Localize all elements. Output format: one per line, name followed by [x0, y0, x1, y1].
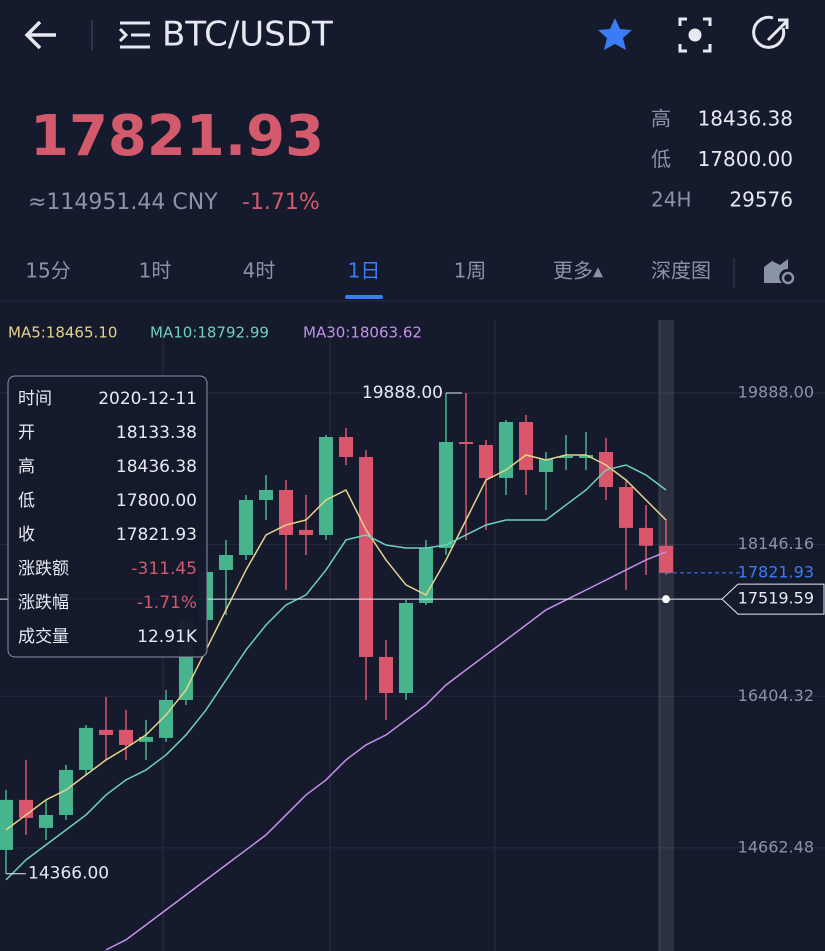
tooltip-label: 涨跌幅 — [18, 593, 69, 613]
candle-body — [339, 436, 353, 457]
ma-line — [105, 551, 667, 951]
tooltip-value: 17821.93 — [116, 525, 197, 545]
crosshair-label: 17519.59 — [738, 589, 814, 608]
back-button[interactable] — [24, 20, 56, 50]
candle-body — [639, 527, 653, 546]
stat-label: 24H — [651, 188, 692, 212]
ma-line — [5, 464, 667, 881]
tooltip-value: -311.45 — [131, 559, 197, 579]
candle-body — [239, 499, 253, 556]
candle-body — [359, 456, 373, 657]
chart-settings-icon[interactable] — [764, 259, 795, 285]
candle-body — [39, 814, 53, 828]
pair-title: BTC/USDT — [162, 15, 333, 55]
timeframe-tab[interactable]: 15分 — [25, 259, 70, 283]
tooltip-label: 收 — [18, 525, 35, 545]
tooltip-value: -1.71% — [137, 593, 197, 613]
tooltip-label: 涨跌额 — [18, 559, 69, 579]
candle-body — [439, 442, 453, 548]
timeframe-tab[interactable]: 1时 — [139, 259, 172, 283]
tooltip-value: 2020-12-11 — [98, 389, 197, 409]
timeframe-tab[interactable]: 1周 — [454, 259, 487, 283]
candle-body — [399, 602, 413, 693]
candle-body — [139, 736, 153, 742]
candle-body — [119, 729, 133, 745]
crosshair-label-box — [721, 583, 825, 615]
tooltip-value: 18133.38 — [116, 423, 197, 443]
candle-body — [219, 555, 233, 570]
tooltip-label: 成交量 — [18, 627, 69, 647]
timeframe-tab[interactable]: 深度图 — [651, 259, 711, 283]
candle-body — [459, 442, 473, 445]
candle-body — [79, 727, 93, 770]
min-label: 14366.00 — [28, 864, 109, 884]
ma-line — [5, 454, 667, 831]
candle-body — [379, 656, 393, 693]
last-price: 17821.93 — [30, 104, 324, 169]
candle-body — [59, 769, 73, 815]
candle-body — [579, 454, 593, 459]
candle-body — [299, 529, 313, 535]
legend-entry: MA10:18792.99 — [150, 324, 269, 342]
menu-icon[interactable] — [118, 21, 150, 49]
y-tick-label: 19888.00 — [738, 382, 814, 401]
candle-body — [259, 489, 273, 500]
cny-price: ≈114951.44 CNY — [28, 190, 218, 215]
timeframe-tab[interactable]: 更多▴ — [553, 259, 603, 283]
candle-body — [0, 799, 13, 850]
y-tick-label: 18146.16 — [738, 534, 814, 553]
tooltip-label: 开 — [18, 423, 35, 443]
tooltip-label: 低 — [18, 491, 35, 511]
candle-body — [559, 456, 573, 459]
legend-entry: MA30:18063.62 — [303, 324, 422, 342]
y-tick-label: 14662.48 — [738, 837, 814, 856]
stat-value: 17800.00 — [698, 147, 793, 171]
max-label: 19888.00 — [362, 383, 443, 403]
timeframe-tab[interactable]: 4时 — [243, 259, 276, 283]
tooltip-value: 18436.38 — [116, 457, 197, 477]
stat-label: 低 — [651, 147, 671, 171]
crosshair-band — [658, 320, 674, 951]
tooltip-value: 17800.00 — [116, 491, 197, 511]
candle-body — [539, 458, 553, 472]
candle-body — [319, 436, 333, 535]
scan-icon[interactable] — [678, 17, 712, 53]
legend-entry: MA5:18465.10 — [8, 324, 117, 342]
tooltip-label: 时间 — [18, 389, 52, 409]
tooltip-box — [7, 375, 208, 658]
candle-body — [619, 487, 633, 528]
stat-value: 18436.38 — [698, 107, 793, 131]
candle-body — [99, 729, 113, 735]
tooltip-label: 高 — [18, 457, 35, 477]
candle-body — [479, 444, 493, 478]
candle-body — [519, 421, 533, 470]
candle-body — [499, 421, 513, 478]
stat-label: 高 — [651, 107, 671, 131]
candle-body — [659, 545, 673, 573]
last-price-label: 17821.93 — [738, 562, 814, 581]
share-icon[interactable] — [752, 15, 789, 49]
change-percent: -1.71% — [242, 190, 320, 215]
favorite-star[interactable] — [598, 18, 632, 50]
candle-body — [19, 799, 33, 818]
stat-value: 29576 — [729, 188, 793, 212]
timeframe-tab[interactable]: 1日 — [348, 259, 381, 283]
y-tick-label: 16404.32 — [738, 686, 814, 705]
active-tab-indicator — [345, 295, 383, 299]
crosshair-dot — [662, 595, 670, 604]
tooltip-value: 12.91K — [137, 627, 198, 647]
